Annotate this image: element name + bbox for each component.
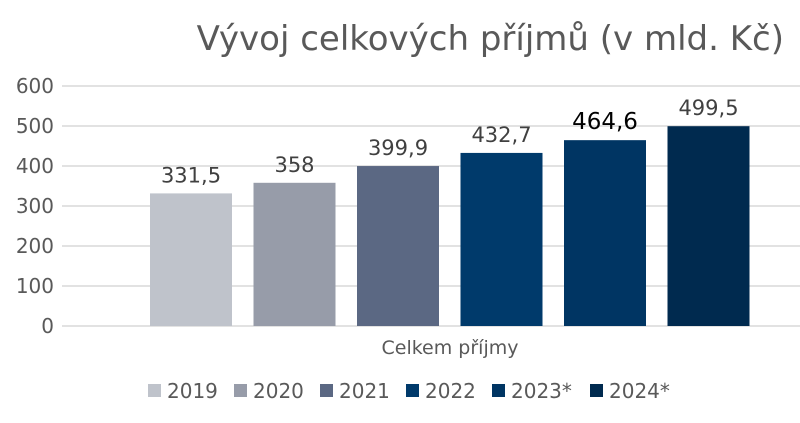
bar-2023 [564, 140, 646, 326]
category-label: Celkem příjmy [382, 337, 519, 359]
legend-label: 2020 [253, 379, 304, 403]
data-label: 499,5 [678, 96, 738, 120]
y-axis-ticks: 0 100 200 300 400 500 600 [16, 74, 54, 338]
bar-2022 [460, 152, 543, 326]
data-label: 358 [274, 153, 314, 177]
y-tick-label: 600 [16, 74, 54, 98]
legend-label: 2021 [339, 379, 390, 403]
legend-label: 2022 [425, 379, 476, 403]
y-tick-label: 0 [41, 314, 54, 338]
legend-label: 2023* [511, 379, 572, 403]
legend: 2019 2020 2021 2022 2023* 2024* [148, 379, 670, 403]
legend-swatch [234, 384, 247, 397]
bar-2020 [253, 182, 336, 326]
legend-label: 2024* [609, 379, 670, 403]
legend-swatch [406, 384, 419, 397]
data-labels: 331,5 358 399,9 432,7 464,6 499,5 [161, 96, 739, 187]
bar-2019 [150, 193, 232, 326]
legend-label: 2019 [167, 379, 218, 403]
data-label: 399,9 [368, 136, 428, 160]
chart-title: Vývoj celkových příjmů (v mld. Kč) [197, 19, 784, 59]
legend-swatch [492, 384, 505, 397]
y-tick-label: 400 [16, 154, 54, 178]
y-tick-label: 100 [16, 274, 54, 298]
data-label: 464,6 [572, 109, 638, 135]
bar-2021 [357, 166, 439, 326]
data-label: 331,5 [161, 163, 221, 187]
y-tick-label: 500 [16, 114, 54, 138]
bars [150, 126, 750, 326]
bar-2024 [667, 126, 750, 326]
y-tick-label: 300 [16, 194, 54, 218]
legend-swatch [148, 384, 161, 397]
legend-swatch [590, 384, 603, 397]
data-label: 432,7 [471, 123, 531, 147]
y-tick-label: 200 [16, 234, 54, 258]
legend-swatch [320, 384, 333, 397]
